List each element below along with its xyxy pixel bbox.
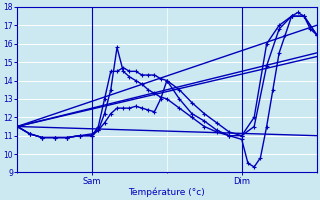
X-axis label: Température (°c): Température (°c) — [129, 187, 205, 197]
